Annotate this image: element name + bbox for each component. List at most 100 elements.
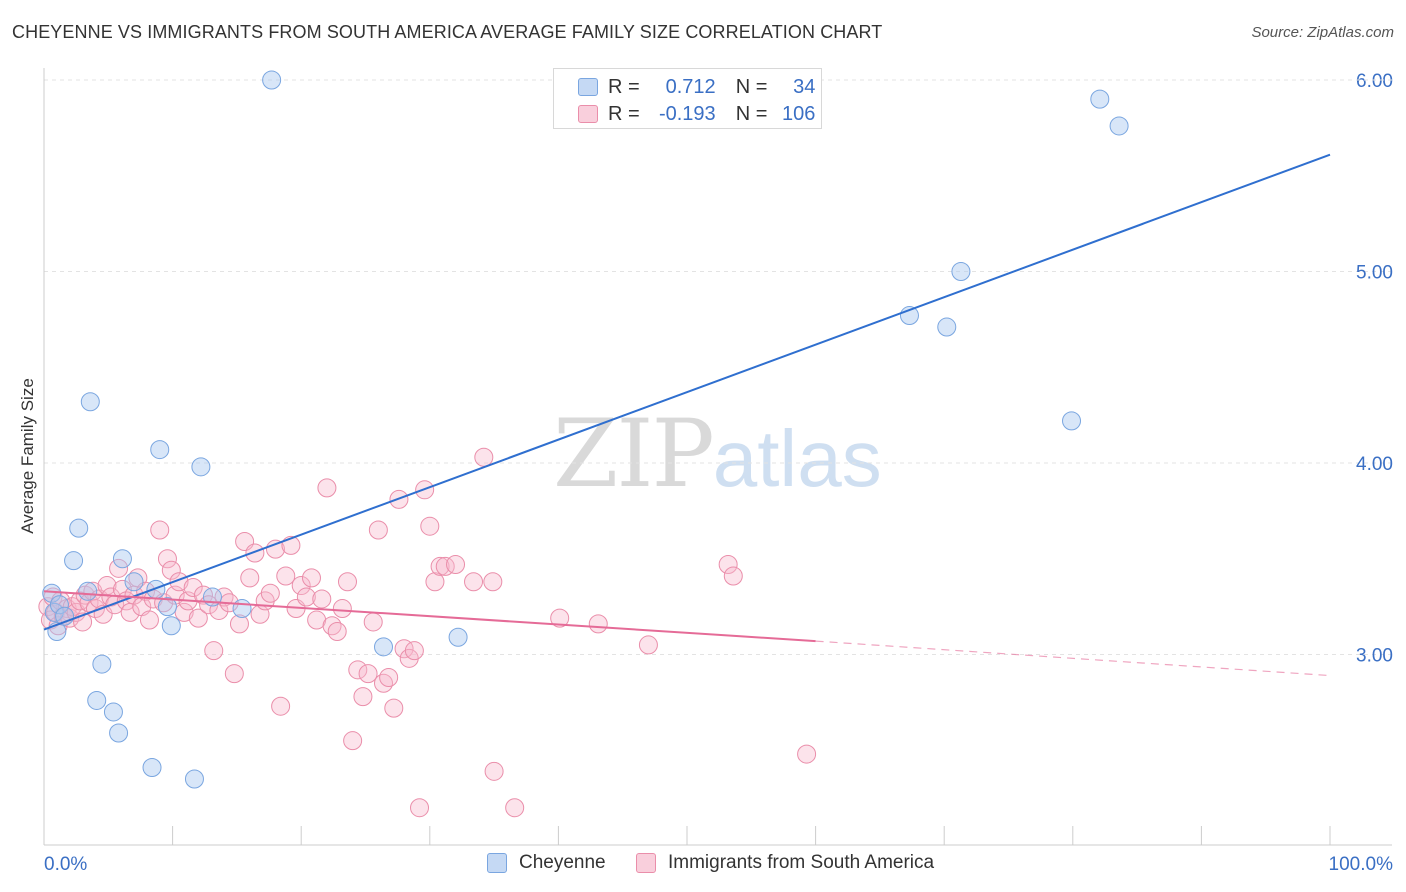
immigrants-point	[214, 587, 234, 607]
immigrants-point	[337, 572, 357, 592]
legend-row-immigrants: R = -0.193 N = 106	[578, 102, 815, 126]
cheyenne-trend-line	[43, 153, 1331, 631]
legend-swatch-immigrants	[578, 105, 598, 123]
y-tick-label: 4.00	[1356, 454, 1393, 475]
immigrants-point	[550, 608, 570, 628]
y-tick-label: 5.00	[1356, 263, 1393, 284]
legend-r-label: R =	[608, 75, 640, 98]
cheyenne-point	[142, 757, 162, 777]
immigrants-point	[174, 602, 194, 622]
cheyenne-point	[146, 579, 166, 599]
x-tick-label-min: 0.0%	[44, 854, 87, 875]
cheyenne-point	[1090, 89, 1110, 109]
cheyenne-point	[92, 654, 112, 674]
immigrants-point	[483, 572, 503, 592]
legend-n-value: 106	[782, 102, 816, 125]
legend-row-cheyenne: R = 0.712 N = 34	[578, 75, 815, 99]
x-tick-label-max: 100.0%	[1329, 854, 1394, 875]
cheyenne-point	[69, 518, 89, 538]
immigrants-point	[384, 698, 404, 718]
cheyenne-point	[184, 769, 204, 789]
immigrants-point	[484, 761, 504, 781]
chart-title: CHEYENNE VS IMMIGRANTS FROM SOUTH AMERIC…	[12, 22, 883, 42]
immigrants-point	[353, 687, 373, 707]
immigrants-point	[312, 589, 332, 609]
immigrants-point	[718, 554, 738, 574]
immigrants-point	[109, 558, 129, 578]
immigrants-trend-line	[43, 590, 816, 643]
cheyenne-point	[64, 551, 84, 571]
immigrants-point	[260, 583, 280, 603]
immigrants-point	[348, 660, 368, 680]
immigrants-point	[327, 622, 347, 642]
immigrants-point	[464, 572, 484, 592]
immigrants-point	[723, 566, 743, 586]
legend-n-value: 34	[793, 75, 816, 98]
immigrants-point	[188, 608, 208, 628]
cheyenne-point	[161, 616, 181, 636]
immigrants-point	[183, 577, 203, 597]
cheyenne-point	[78, 581, 98, 601]
immigrants-point	[265, 539, 285, 559]
series-swatch-immigrants	[636, 853, 656, 873]
immigrants-point	[296, 587, 316, 607]
cheyenne-point	[87, 690, 107, 710]
legend-n-label: N =	[735, 102, 768, 125]
y-axis-title: Average Family Size	[18, 378, 37, 534]
immigrants-point	[474, 447, 494, 467]
cheyenne-point	[1109, 116, 1129, 136]
immigrants-point	[446, 554, 466, 574]
immigrants-point	[240, 568, 260, 588]
cheyenne-point	[191, 457, 211, 477]
cheyenne-point	[150, 440, 170, 460]
immigrants-point	[588, 614, 608, 634]
y-tick-label: 3.00	[1356, 646, 1393, 667]
immigrants-point	[291, 576, 311, 596]
cheyenne-point	[448, 627, 468, 647]
correlation-legend: R = 0.712 N = 34 R = -0.193 N = 106	[553, 68, 822, 129]
immigrants-point	[505, 798, 525, 818]
immigrants-point	[379, 667, 399, 687]
immigrants-point	[332, 599, 352, 619]
immigrants-point	[317, 478, 337, 498]
immigrants-point	[343, 731, 363, 751]
series-legend-immigrants[interactable]: Immigrants from South America	[636, 852, 934, 874]
immigrants-point	[374, 673, 394, 693]
immigrants-point	[157, 549, 177, 569]
immigrants-point	[410, 798, 430, 818]
legend-swatch-cheyenne	[578, 78, 598, 96]
immigrants-point	[797, 744, 817, 764]
watermark-zip: ZIP	[553, 400, 715, 509]
immigrants-trend-extension	[815, 640, 1331, 677]
legend-r-value: -0.193	[658, 102, 716, 125]
cheyenne-point	[374, 637, 394, 657]
watermark-atlas: atlas	[712, 414, 882, 503]
immigrants-point	[224, 664, 244, 684]
immigrants-point	[404, 641, 424, 661]
cheyenne-point	[937, 317, 957, 337]
series-label-cheyenne: Cheyenne	[519, 852, 606, 873]
cheyenne-point	[103, 702, 123, 722]
cheyenne-point	[157, 597, 177, 617]
y-tick-label: 6.00	[1356, 71, 1393, 92]
immigrants-point	[363, 612, 383, 632]
legend-r-label: R =	[608, 102, 640, 125]
immigrants-point	[358, 664, 378, 684]
immigrants-point	[150, 520, 170, 540]
series-legend-cheyenne[interactable]: Cheyenne	[487, 852, 606, 874]
cheyenne-point	[1062, 411, 1082, 431]
series-legend: Cheyenne Immigrants from South America	[0, 852, 1406, 878]
legend-r-value: 0.712	[665, 75, 716, 98]
immigrants-point	[229, 614, 249, 634]
cheyenne-point	[109, 723, 129, 743]
series-swatch-cheyenne	[487, 853, 507, 873]
immigrants-point	[301, 568, 321, 588]
cheyenne-point	[262, 70, 282, 90]
immigrants-point	[161, 560, 181, 580]
immigrants-point	[420, 516, 440, 536]
immigrants-point	[271, 696, 291, 716]
cheyenne-point	[124, 572, 144, 592]
immigrants-point	[430, 556, 450, 576]
immigrants-point	[139, 610, 159, 630]
